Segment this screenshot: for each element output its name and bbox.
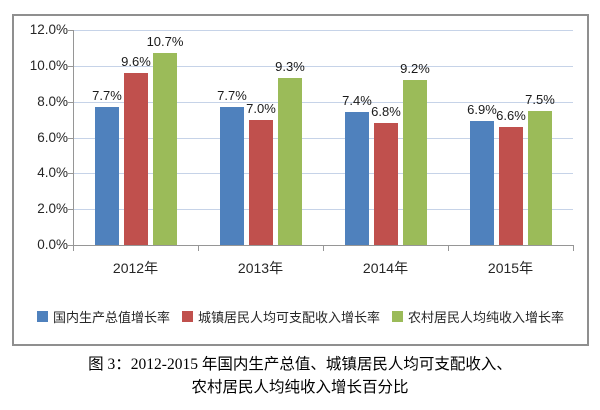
bar-value-label: 7.0%: [246, 101, 276, 116]
legend-item: 国内生产总值增长率: [36, 307, 170, 326]
bar-value-label: 7.5%: [525, 92, 555, 107]
y-axis-tick-label: 12.0%: [29, 22, 68, 37]
figure-caption: 图 3：2012-2015 年国内生产总值、城镇居民人均可支配收入、 农村居民人…: [0, 353, 600, 399]
bar-2015年-series1: [470, 121, 494, 245]
legend-label: 国内生产总值增长率: [52, 310, 170, 325]
legend-item: 城镇居民人均可支配收入增长率: [181, 307, 380, 326]
figure-caption-line2: 农村居民人均纯收入增长百分比: [191, 379, 409, 396]
x-axis-tick: [448, 246, 449, 251]
x-axis-tick: [73, 246, 74, 251]
y-axis-tick-label: 4.0%: [37, 165, 68, 180]
bar-2014年-series2: [374, 123, 398, 245]
bar-2015年-series3: [528, 111, 552, 245]
bar-2012年-series1: [95, 107, 119, 245]
bar-value-label: 6.9%: [467, 102, 497, 117]
bar-2015年-series2: [499, 127, 523, 245]
legend-swatch-icon: [392, 311, 403, 322]
legend: 国内生产总值增长率 城镇居民人均可支配收入增长率 农村居民人均纯收入增长率: [14, 307, 587, 326]
legend-label: 城镇居民人均可支配收入增长率: [197, 310, 380, 325]
bar-value-label: 7.4%: [342, 93, 372, 108]
legend-swatch-icon: [181, 311, 193, 322]
bar-value-label: 9.3%: [275, 59, 305, 74]
bar-2012年-series2: [124, 73, 148, 245]
legend-item: 农村居民人均纯收入增长率: [392, 307, 564, 326]
gridline: [73, 209, 573, 210]
bar-2014年-series3: [403, 80, 427, 245]
y-axis-tick: [68, 30, 73, 31]
bar-value-label: 10.7%: [146, 34, 184, 49]
gridline: [73, 66, 573, 67]
x-axis-category-label: 2014年: [362, 260, 409, 276]
y-axis-tick-label: 8.0%: [37, 94, 68, 109]
y-axis-tick: [68, 245, 73, 246]
gridline: [73, 30, 573, 31]
bar-value-label: 9.2%: [400, 61, 430, 76]
gridline: [73, 173, 573, 174]
x-axis-category-label: 2015年: [487, 260, 534, 276]
y-axis-tick: [68, 209, 73, 210]
y-axis-tick-label: 2.0%: [37, 201, 68, 216]
gridline: [73, 102, 573, 103]
x-axis-line: [73, 245, 574, 246]
x-axis-category-label: 2013年: [237, 260, 284, 276]
plot-area: 0.0% 2.0% 4.0% 6.0% 8.0% 10.0% 12.0% 7.7% 9.6% 10…: [14, 16, 587, 344]
bar-value-label: 6.6%: [496, 108, 526, 123]
bar-2013年-series3: [278, 78, 302, 245]
x-axis-tick: [323, 246, 324, 251]
y-axis-tick: [68, 173, 73, 174]
x-axis-tick: [198, 246, 199, 251]
bar-2012年-series3: [153, 53, 177, 245]
bar-value-label: 6.8%: [371, 104, 401, 119]
y-axis-line: [73, 30, 74, 246]
y-axis-tick: [68, 66, 73, 67]
bar-value-label: 7.7%: [92, 88, 122, 103]
bar-2013年-series1: [220, 107, 244, 245]
y-axis-tick-label: 0.0%: [37, 237, 68, 252]
legend-label: 农村居民人均纯收入增长率: [408, 310, 565, 325]
figure-caption-line1: 图 3：2012-2015 年国内生产总值、城镇居民人均可支配收入、: [88, 356, 512, 373]
y-axis-tick-label: 10.0%: [29, 58, 68, 73]
x-axis-category-label: 2012年: [112, 260, 159, 276]
y-axis-tick-label: 6.0%: [37, 130, 68, 145]
chart-frame: 0.0% 2.0% 4.0% 6.0% 8.0% 10.0% 12.0% 7.7% 9.6% 10…: [12, 14, 589, 346]
bar-2013年-series2: [249, 120, 273, 245]
gridline: [73, 138, 573, 139]
y-axis-tick: [68, 138, 73, 139]
y-axis-tick: [68, 102, 73, 103]
bar-2014年-series1: [345, 112, 369, 245]
legend-swatch-icon: [36, 311, 48, 322]
bar-value-label: 7.7%: [217, 88, 247, 103]
bar-value-label: 9.6%: [121, 54, 151, 69]
x-axis-tick: [573, 246, 574, 251]
